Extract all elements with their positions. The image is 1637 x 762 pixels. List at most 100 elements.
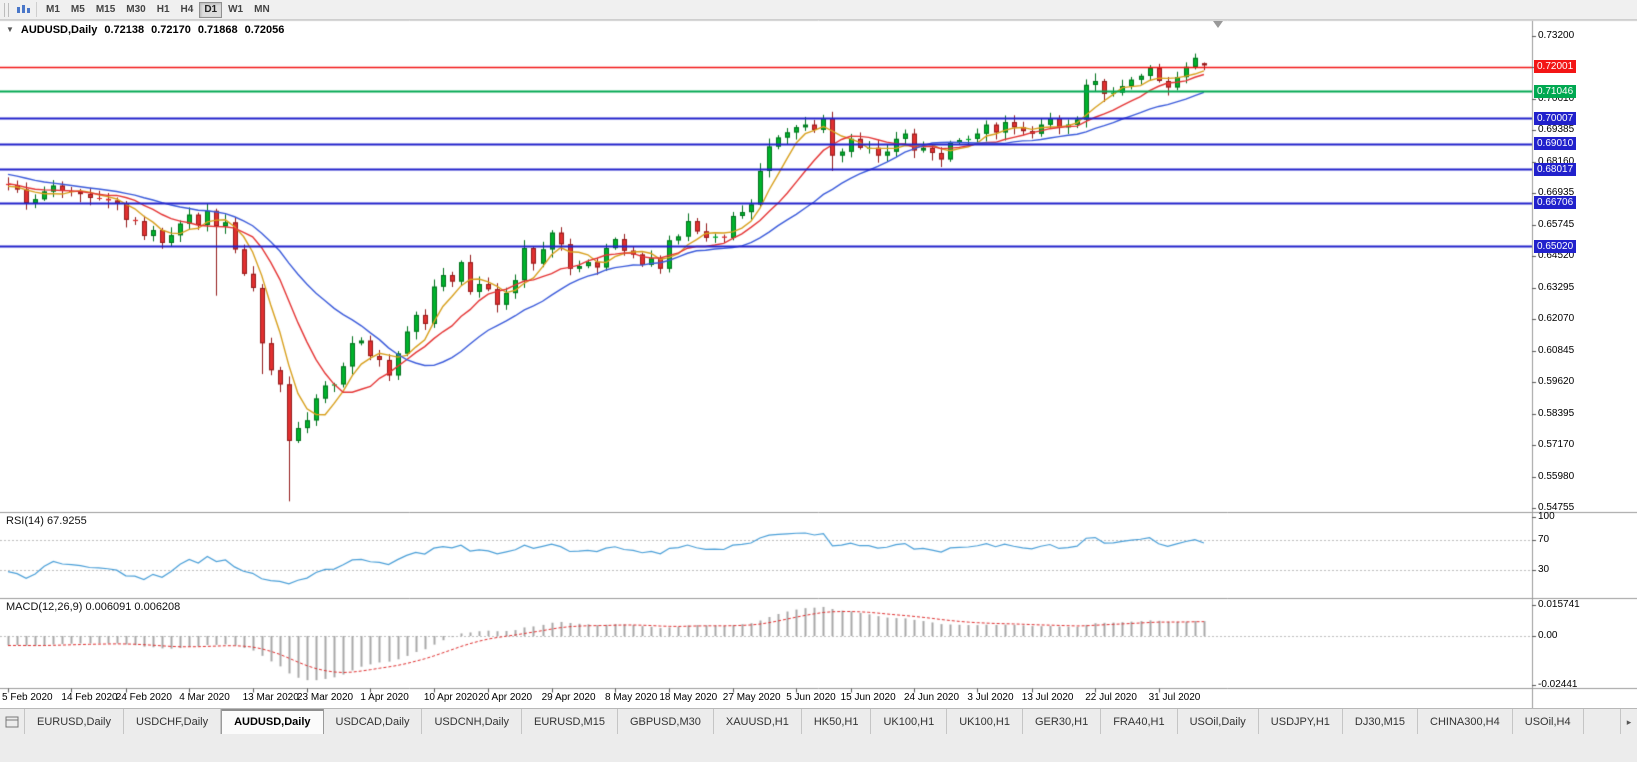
price-axis-label: 0.69385 — [1538, 124, 1575, 136]
bar-chart-icon — [16, 5, 30, 13]
chart-periods-icon[interactable] — [14, 2, 32, 18]
chart-tab-xauusd-h1[interactable]: XAUUSD,H1 — [714, 709, 802, 735]
date-axis-label: 13 Jul 2020 — [1021, 692, 1074, 703]
price-axis-label: 0.59620 — [1538, 376, 1575, 388]
chart-tab-usoil-h4[interactable]: USOil,H4 — [1513, 709, 1584, 735]
macd-axis-label: 0.015741 — [1538, 598, 1580, 610]
price-axis-label: 0.68160 — [1538, 155, 1575, 167]
timeframe-button-w1[interactable]: W1 — [228, 4, 244, 15]
date-axis-label: 24 Feb 2020 — [115, 692, 172, 703]
date-axis-label: 1 Apr 2020 — [360, 692, 409, 703]
price-axis-label: 0.54755 — [1538, 501, 1575, 513]
chart-tab-uk100-h1[interactable]: UK100,H1 — [947, 709, 1023, 735]
price-level-tag: 0.69010 — [1534, 137, 1577, 151]
chart-tab-gbpusd-m30[interactable]: GBPUSD,M30 — [618, 709, 714, 735]
rsi-axis-label: 70 — [1538, 533, 1550, 545]
chart-tab-hk50-h1[interactable]: HK50,H1 — [802, 709, 872, 735]
chart-tab-china300-h4[interactable]: CHINA300,H4 — [1418, 709, 1513, 735]
date-axis-label: 13 Mar 2020 — [242, 692, 299, 703]
price-axis-label: 0.65745 — [1538, 218, 1575, 230]
price-axis-label: 0.55980 — [1538, 470, 1575, 482]
date-axis-label: 4 Mar 2020 — [179, 692, 230, 703]
date-axis-label: 15 Jun 2020 — [840, 692, 896, 703]
chart-tabs-bar: EURUSD,Daily USDCHF,Daily AUDUSD,Daily USDC… — [0, 708, 1637, 735]
date-axis-label: 27 May 2020 — [722, 692, 781, 703]
timeframe-button-m1[interactable]: M1 — [46, 4, 60, 15]
timeframe-button-h1[interactable]: H1 — [156, 4, 170, 15]
chart-tabs: EURUSD,Daily USDCHF,Daily AUDUSD,Daily USDC… — [25, 709, 1620, 735]
date-axis-label: 31 Jul 2020 — [1148, 692, 1201, 703]
chart-tab-audusd-daily[interactable]: AUDUSD,Daily — [221, 709, 324, 735]
macd-indicator-label: MACD(12,26,9) 0.006091 0.006208 — [6, 601, 181, 613]
date-axis-label: 24 Jun 2020 — [904, 692, 960, 703]
chart-tab-usdcad-daily[interactable]: USDCAD,Daily — [324, 709, 423, 735]
toolbar-grip[interactable] — [4, 2, 9, 17]
date-axis-label: 10 Apr 2020 — [423, 692, 478, 703]
tab-scroll-right-icon[interactable]: ▸ — [1620, 709, 1637, 735]
close-value: 0.72056 — [244, 24, 285, 36]
price-axis-label: 0.66935 — [1538, 187, 1575, 199]
price-chart-canvas[interactable] — [0, 20, 1637, 708]
price-axis-label: 0.63295 — [1538, 281, 1575, 293]
price-axis-label: 0.57170 — [1538, 439, 1575, 451]
rsi-axis-label: 30 — [1538, 563, 1550, 575]
chart-tab-dj30-m15[interactable]: DJ30,M15 — [1343, 709, 1419, 735]
timeframe-button-mn[interactable]: MN — [254, 4, 270, 15]
price-axis-label: 0.60845 — [1538, 344, 1575, 356]
price-axis-label: 0.62070 — [1538, 313, 1575, 325]
open-value: 0.72138 — [104, 24, 145, 36]
chart-tab-fra40-h1[interactable]: FRA40,H1 — [1101, 709, 1178, 735]
chart-tab-eurusd-m15[interactable]: EURUSD,M15 — [522, 709, 618, 735]
macd-axis-label: 0.00 — [1538, 630, 1558, 641]
chart-symbol-header: ▼ AUDUSD,Daily 0.72138 0.72170 0.71868 0… — [6, 24, 284, 36]
chart-tab-usdjpy-h1[interactable]: USDJPY,H1 — [1259, 709, 1343, 735]
date-axis-label: 22 Jul 2020 — [1085, 692, 1137, 703]
collapse-triangle-icon[interactable]: ▼ — [6, 25, 14, 34]
rsi-indicator-label: RSI(14) 67.9255 — [6, 515, 87, 527]
chart-tab-usdchf-daily[interactable]: USDCHF,Daily — [124, 709, 222, 735]
status-bar-empty — [0, 734, 1637, 762]
timeframe-button-m15[interactable]: M15 — [95, 4, 116, 15]
price-level-tag: 0.65020 — [1534, 239, 1577, 253]
date-axis-label: 8 May 2020 — [605, 692, 658, 703]
timeframe-button-d1[interactable]: D1 — [199, 1, 223, 18]
date-axis-label: 5 Feb 2020 — [2, 692, 53, 703]
chart-tab-eurusd-daily[interactable]: EURUSD,Daily — [25, 709, 124, 735]
toolbar-separator — [36, 2, 37, 17]
macd-axis-label: -0.02441 — [1538, 678, 1578, 690]
date-axis-label: 18 May 2020 — [659, 692, 718, 703]
timeframe-button-h4[interactable]: H4 — [180, 4, 194, 15]
chart-area[interactable]: ▼ AUDUSD,Daily 0.72138 0.72170 0.71868 0… — [0, 20, 1637, 708]
timeframe-button-m30[interactable]: M30 — [126, 4, 146, 15]
symbol-timeframe-label: AUDUSD,Daily — [20, 24, 98, 36]
date-axis-label: 29 Apr 2020 — [541, 692, 596, 703]
date-axis-label: 3 Jul 2020 — [967, 692, 1014, 703]
date-axis-label: 20 Apr 2020 — [478, 692, 533, 703]
price-level-tag: 0.71046 — [1534, 84, 1577, 98]
chart-tab-uk100-h1[interactable]: UK100,H1 — [871, 709, 948, 735]
price-level-tag: 0.70007 — [1534, 111, 1577, 125]
timeframe-buttons: M1 M5 M15 M30 H1 H4 D1 W1 MN — [41, 1, 275, 18]
low-value: 0.71868 — [197, 24, 238, 36]
rsi-axis-label: 100 — [1538, 511, 1555, 522]
price-axis-label: 0.64520 — [1538, 250, 1575, 262]
price-axis-label: 0.58395 — [1538, 407, 1575, 419]
price-level-tag: 0.72001 — [1534, 60, 1577, 74]
window-icon — [5, 716, 19, 728]
high-value: 0.72170 — [151, 24, 191, 36]
price-axis-label: 0.70610 — [1538, 92, 1575, 104]
price-level-tag: 0.68017 — [1534, 162, 1577, 176]
chart-tab-usoil-daily[interactable]: USOil,Daily — [1178, 709, 1259, 735]
date-axis-label: 14 Feb 2020 — [61, 692, 118, 703]
chart-tab-usdcnh-daily[interactable]: USDCNH,Daily — [422, 709, 523, 735]
chart-window-icon[interactable] — [0, 709, 25, 735]
chart-shift-marker[interactable] — [1213, 21, 1223, 28]
price-axis-label: 0.73200 — [1538, 30, 1575, 41]
date-axis-label: 5 Jun 2020 — [786, 692, 836, 703]
timeframe-button-m5[interactable]: M5 — [70, 4, 85, 15]
periods-toolbar: M1 M5 M15 M30 H1 H4 D1 W1 MN — [0, 0, 1637, 20]
chart-tab-ger30-h1[interactable]: GER30,H1 — [1023, 709, 1102, 735]
date-axis-label: 23 Mar 2020 — [296, 692, 354, 703]
price-level-tag: 0.66706 — [1534, 196, 1577, 210]
